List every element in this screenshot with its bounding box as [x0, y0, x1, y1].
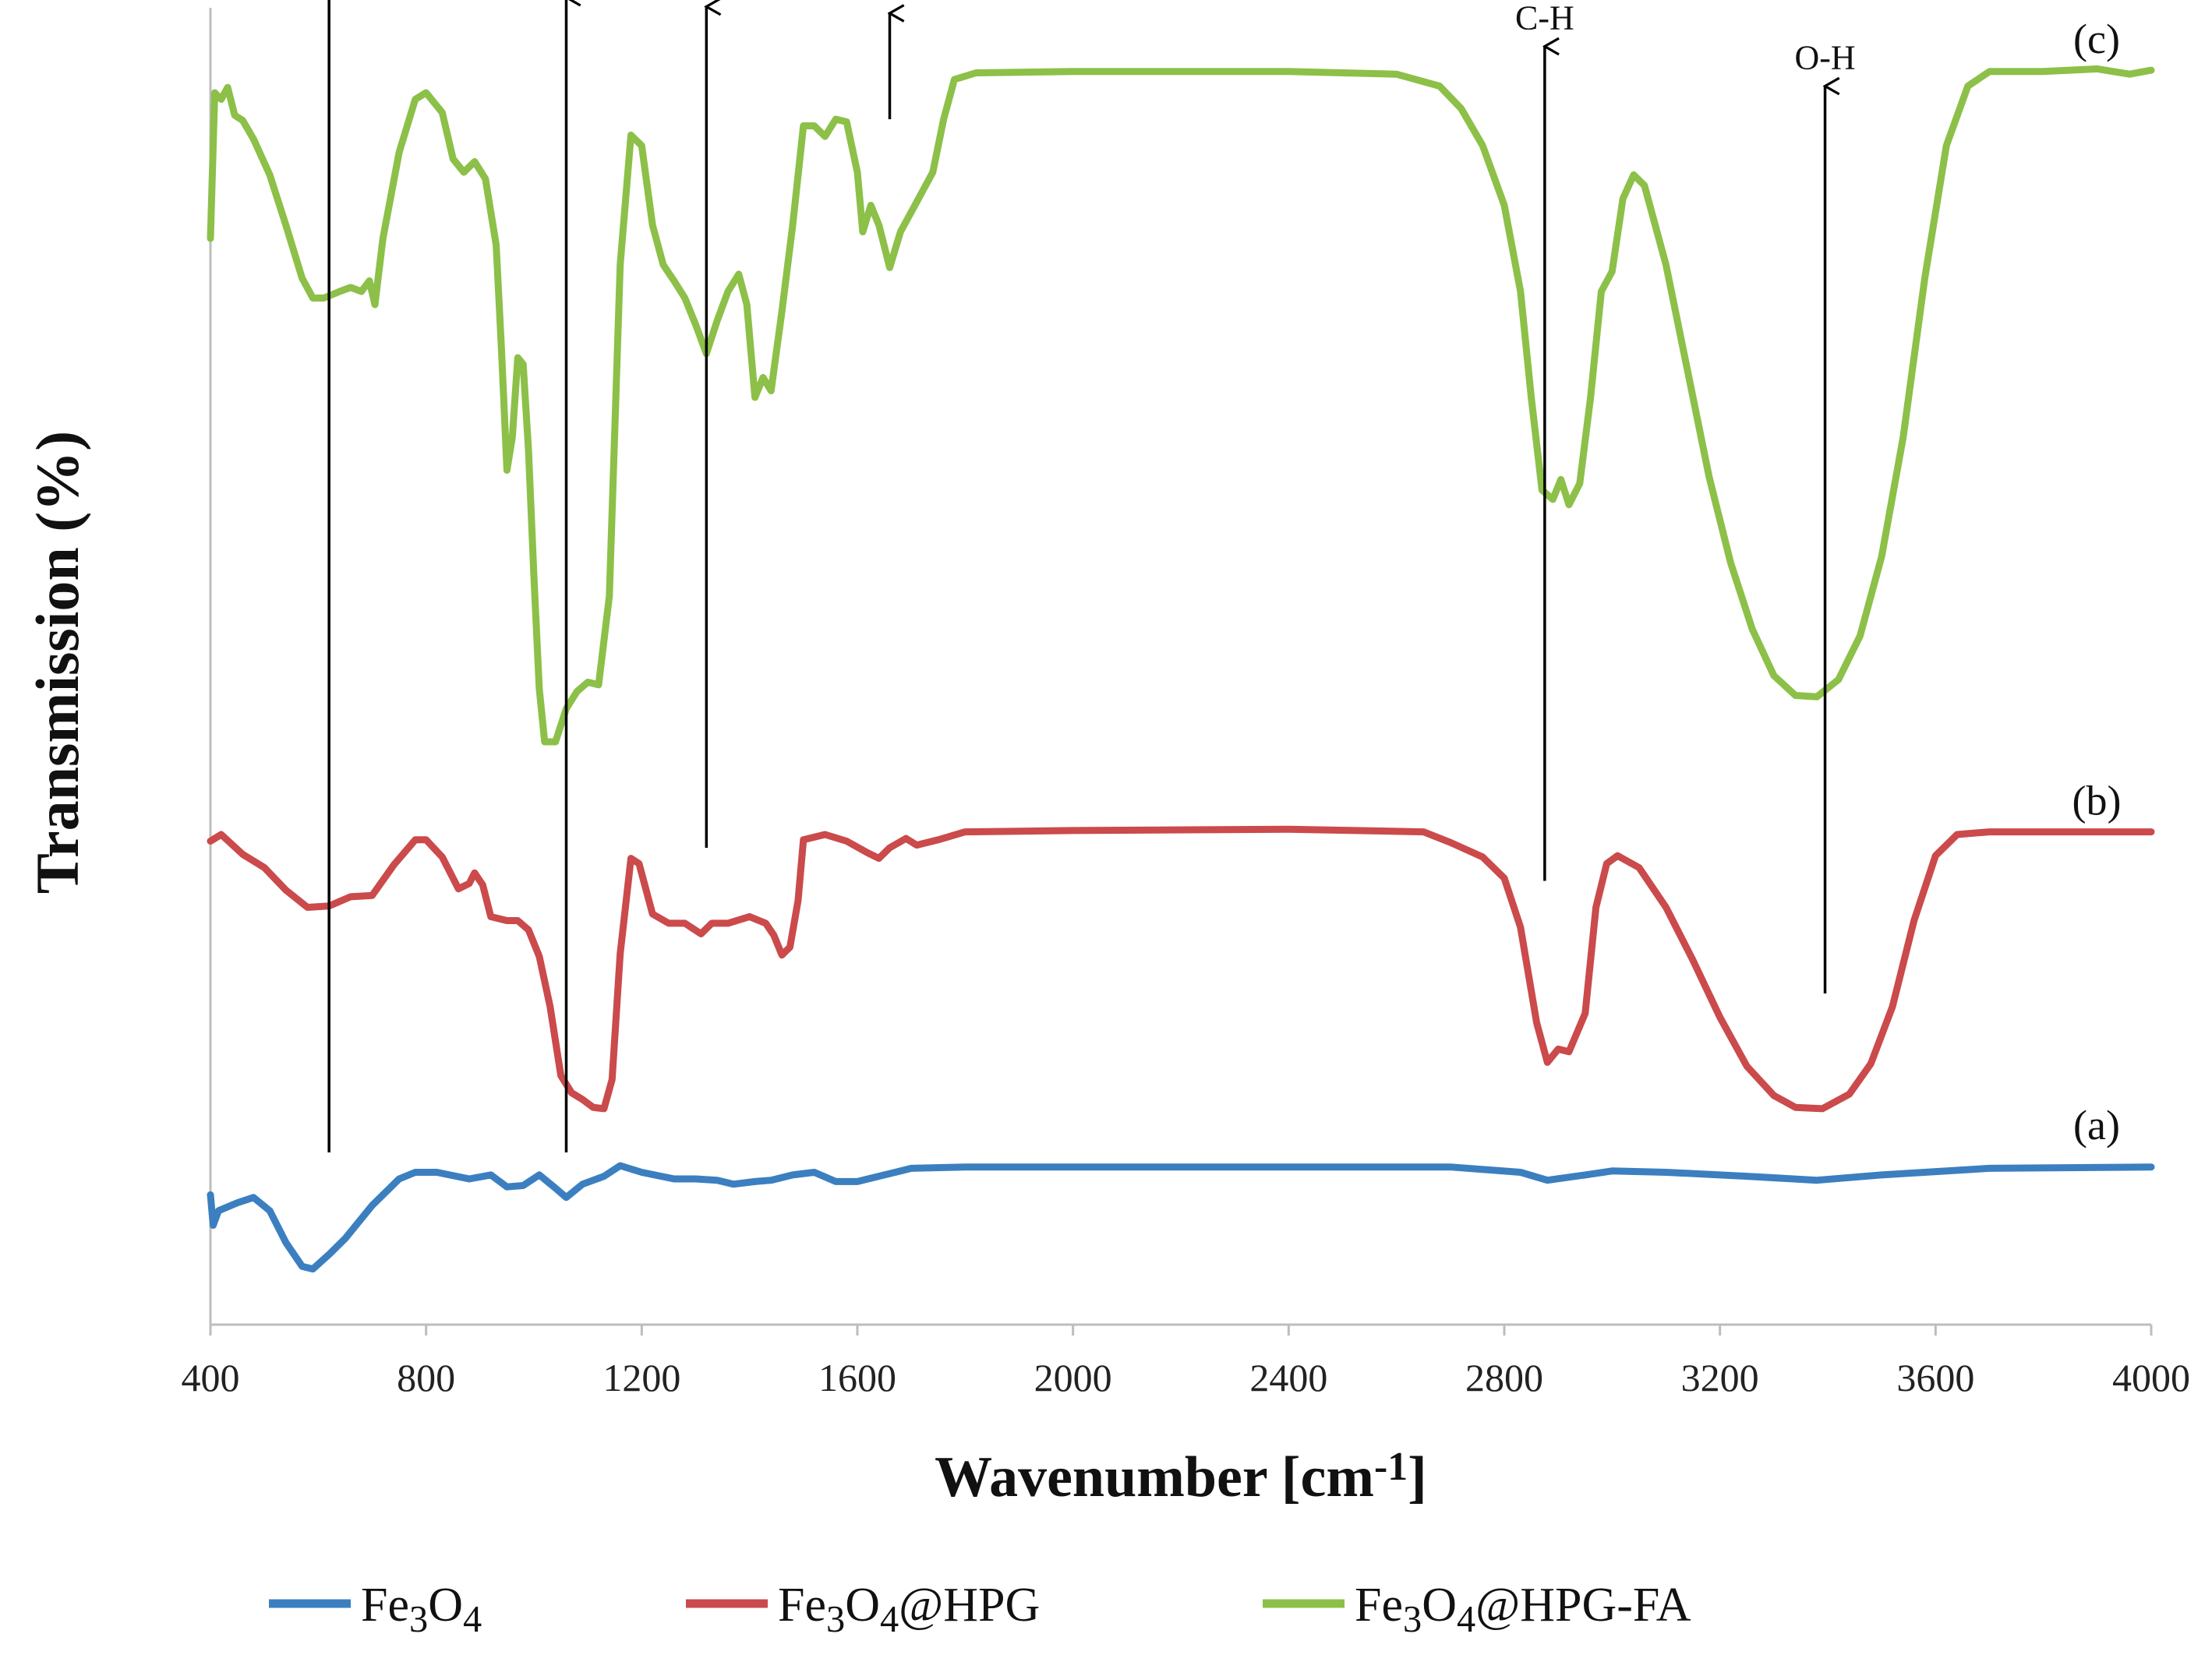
x-tick-label: 3200: [1681, 1356, 1759, 1399]
legend-item: Fe3O4@HPG-FA: [1263, 1579, 1691, 1640]
series-lines: [207, 65, 2155, 1273]
peak-label: N-H: [859, 0, 920, 4]
peak-label: C-H: [1515, 0, 1574, 37]
curve-label: (a): [2073, 1102, 2120, 1149]
peak-label: O-H: [1794, 39, 1855, 77]
peak-annotations: Fe-OC-O-CCH2N-HC-HO-H: [327, 0, 1856, 1152]
x-tick-label: 2000: [1034, 1356, 1112, 1399]
legend: Fe3O4 Fe3O4@HPG Fe3O4@HPG-FA: [269, 1579, 1691, 1640]
curve-labels: (a) (b) (c): [2072, 16, 2122, 1149]
x-tick-label: 400: [182, 1356, 240, 1399]
axis-titles: Wavenumber [cm-1] Transmission (%): [23, 431, 1427, 1509]
legend-item: Fe3O4: [269, 1579, 482, 1640]
x-axis-title: Wavenumber [cm-1]: [935, 1445, 1427, 1509]
legend-item: Fe3O4@HPG: [686, 1579, 1040, 1640]
legend-label: Fe3O4@HPG: [778, 1579, 1040, 1640]
curve-label: (b): [2072, 778, 2122, 824]
series-line-3: [207, 65, 2155, 746]
legend-label: Fe3O4@HPG-FA: [1355, 1579, 1691, 1640]
x-ticks: 400 800 1200 1600 2000 2400 2800 3200 3600 4000: [182, 1325, 2190, 1399]
legend-label: Fe3O4: [361, 1579, 482, 1640]
series-line-2: [207, 825, 2155, 1113]
x-tick-label: 1200: [602, 1356, 680, 1399]
peak-label: CH2: [676, 0, 737, 2]
x-tick-label: 4000: [2112, 1356, 2190, 1399]
y-axis-title: Transmission (%): [23, 431, 91, 894]
x-tick-label: 1600: [818, 1356, 896, 1399]
x-tick-label: 2800: [1465, 1356, 1543, 1399]
x-tick-label: 800: [397, 1356, 455, 1399]
x-tick-label: 2400: [1249, 1356, 1327, 1399]
curve-label: (c): [2073, 16, 2120, 62]
axes: [209, 8, 2151, 1326]
x-tick-label: 3600: [1896, 1356, 1974, 1399]
series-line-1: [207, 1162, 2155, 1273]
